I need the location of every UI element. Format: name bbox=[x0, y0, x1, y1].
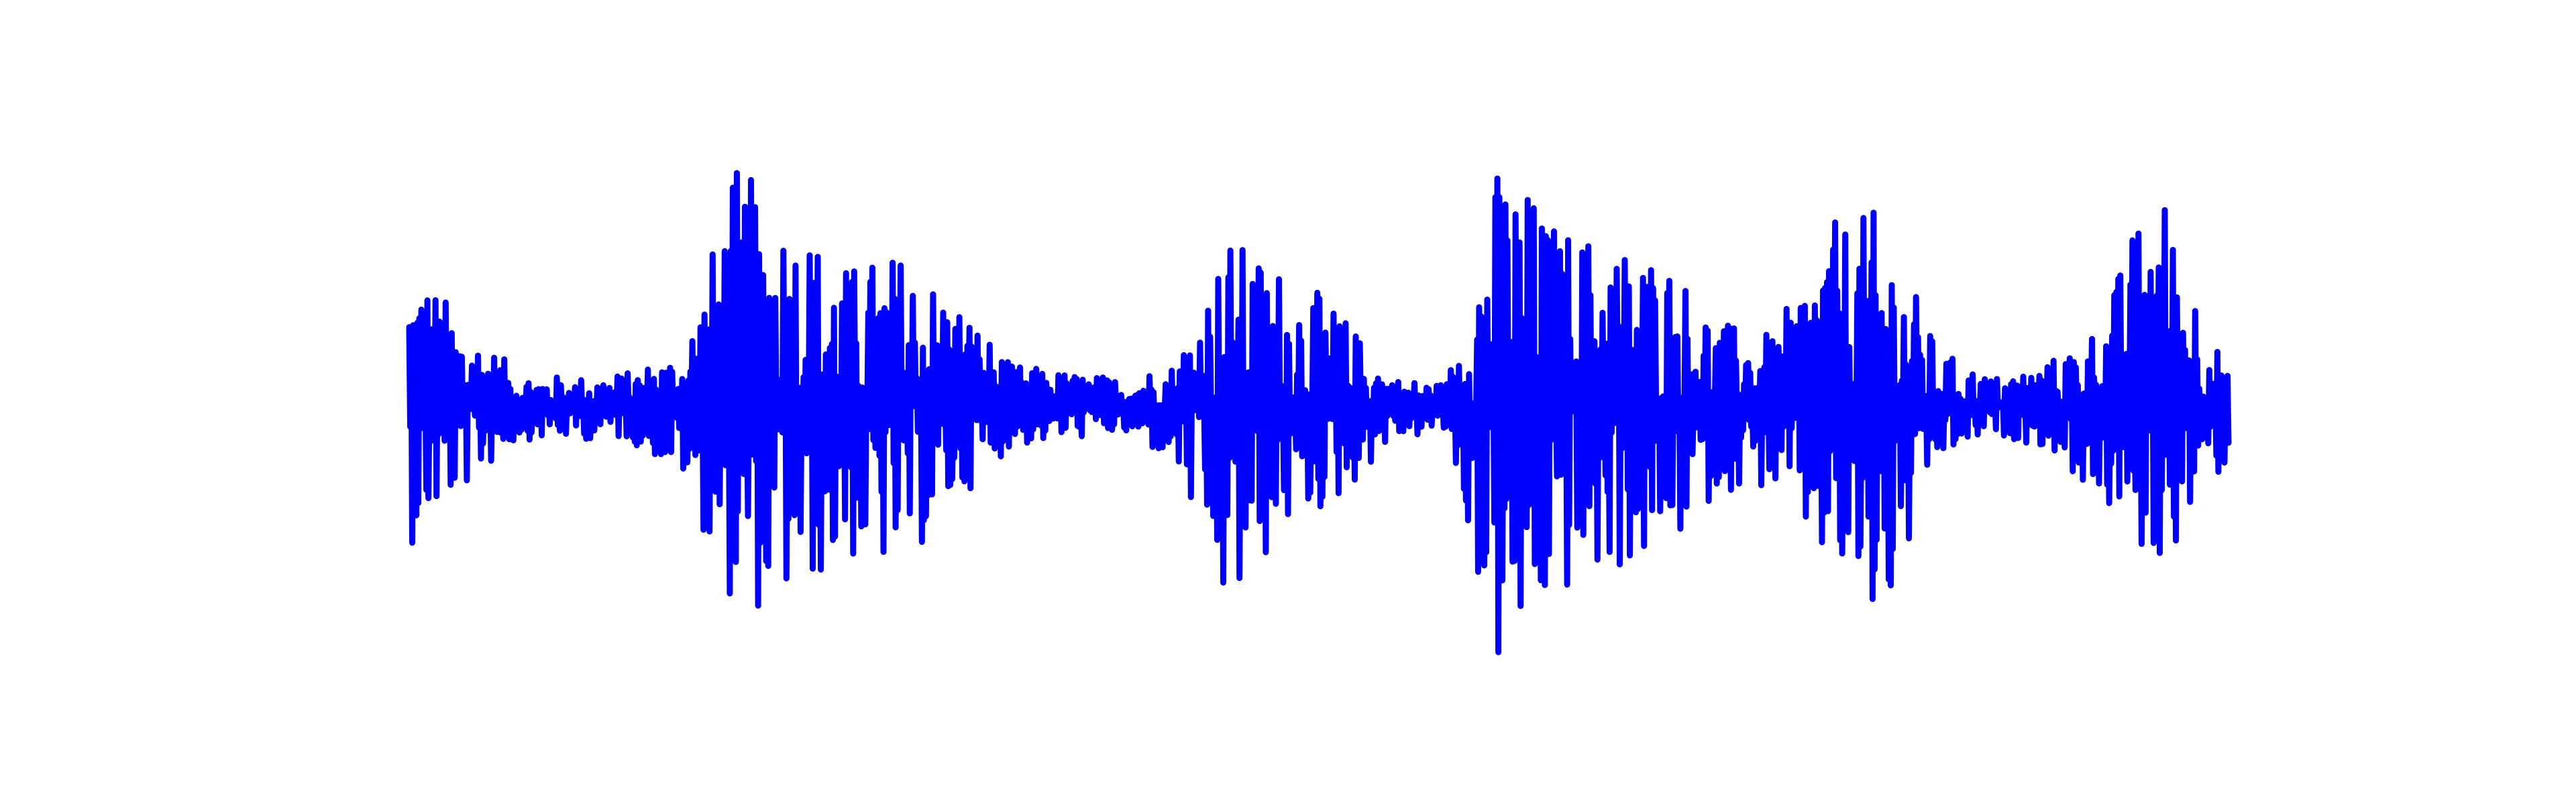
waveform-series-line bbox=[406, 170, 2232, 655]
plot-area bbox=[406, 170, 2232, 655]
